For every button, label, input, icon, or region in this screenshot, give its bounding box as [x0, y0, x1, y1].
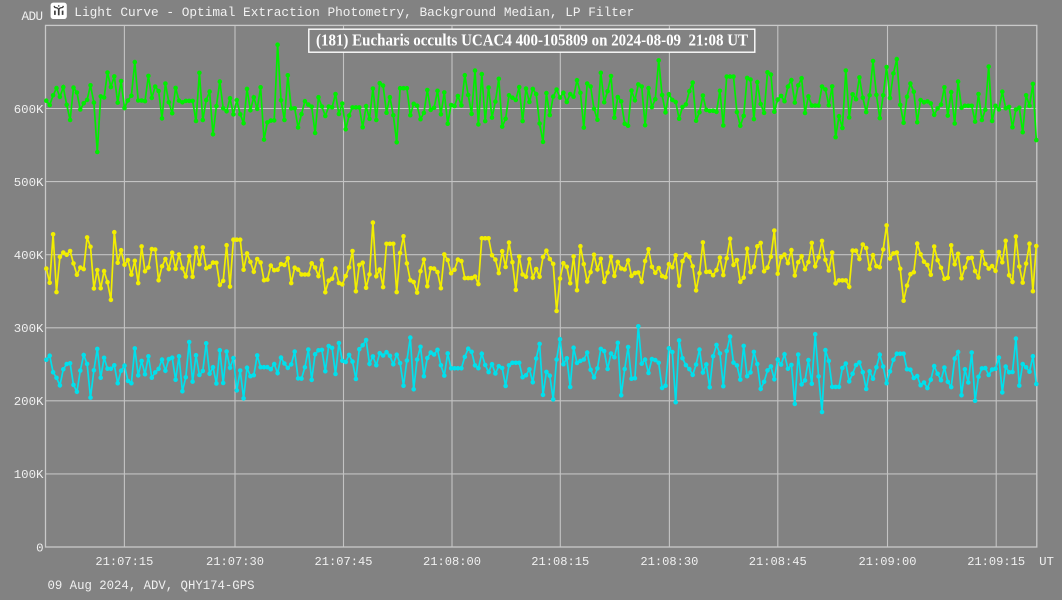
- svg-text:500K: 500K: [14, 176, 44, 190]
- svg-text:ADU: ADU: [22, 10, 44, 24]
- svg-text:21:08:45: 21:08:45: [749, 555, 807, 569]
- svg-text:21:09:00: 21:09:00: [859, 555, 917, 569]
- svg-text:21:08:30: 21:08:30: [640, 555, 698, 569]
- svg-text:600K: 600K: [14, 103, 44, 117]
- svg-text:UT: UT: [1039, 555, 1054, 569]
- svg-text:21:07:15: 21:07:15: [95, 555, 153, 569]
- svg-text:09 Aug 2024, ADV, QHY174-GPS: 09 Aug 2024, ADV, QHY174-GPS: [48, 579, 255, 593]
- svg-text:0: 0: [36, 541, 43, 555]
- svg-text:300K: 300K: [14, 322, 44, 336]
- svg-text:(181) Eucharis occults UCAC4 4: (181) Eucharis occults UCAC4 400-105809 …: [316, 31, 748, 50]
- svg-text:21:08:00: 21:08:00: [423, 555, 481, 569]
- svg-text:21:07:30: 21:07:30: [206, 555, 264, 569]
- svg-text:100K: 100K: [14, 468, 44, 482]
- svg-text:21:07:45: 21:07:45: [315, 555, 373, 569]
- svg-text:Light Curve - Optimal Extracti: Light Curve - Optimal Extraction Photome…: [74, 5, 634, 20]
- svg-text:21:08:15: 21:08:15: [531, 555, 589, 569]
- svg-text:21:09:15: 21:09:15: [967, 555, 1025, 569]
- svg-text:400K: 400K: [14, 249, 44, 263]
- svg-text:200K: 200K: [14, 395, 44, 409]
